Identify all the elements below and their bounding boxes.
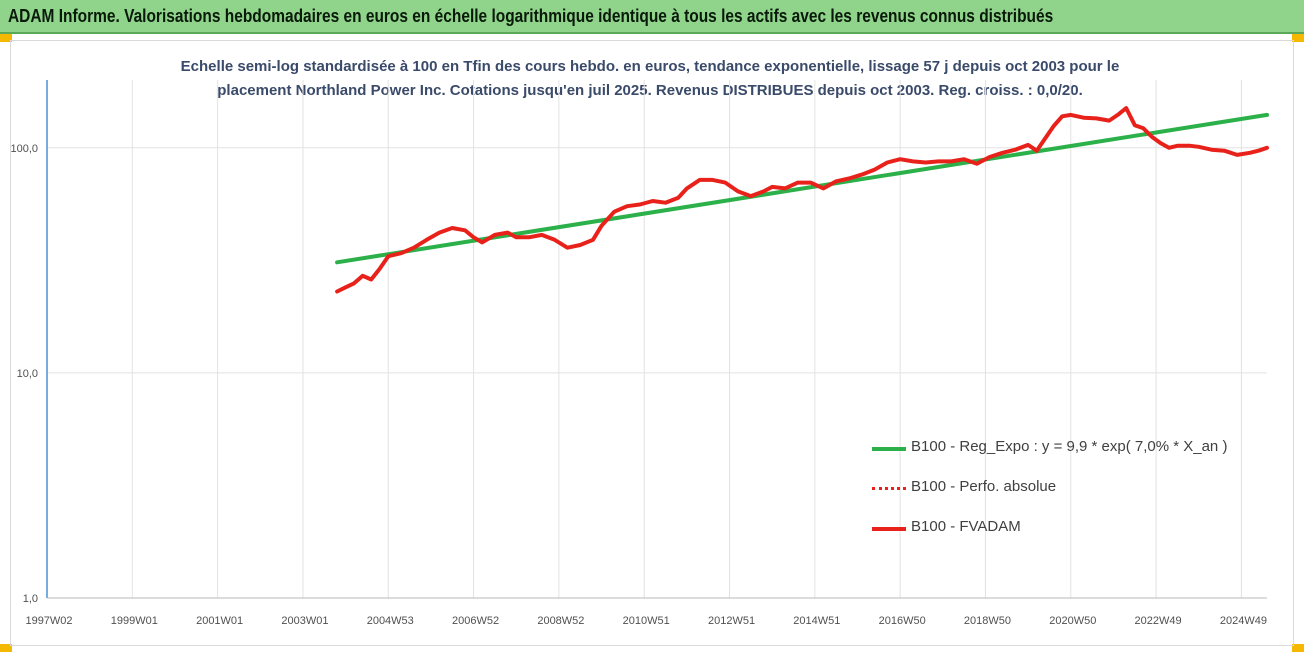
legend-item-regression: B100 - Reg_Expo : y = 9,9 * exp( 7,0% * … — [868, 436, 1248, 476]
legend-swatch-perfo — [872, 487, 906, 490]
header-title: ADAM Informe. Valorisations hebdomadaire… — [8, 6, 1054, 26]
x-tick-label: 2008W52 — [537, 615, 584, 627]
x-tick-label: 2024W49 — [1220, 615, 1267, 627]
series-fvadam-line — [335, 106, 1269, 294]
corner-marker — [1292, 644, 1304, 652]
x-tick-label: 2016W50 — [879, 615, 926, 627]
chart-title-line2: placement Northland Power Inc. Cotations… — [217, 82, 1083, 99]
corner-marker — [0, 34, 12, 42]
x-tick-label: 2010W51 — [623, 615, 670, 627]
chart-legend: B100 - Reg_Expo : y = 9,9 * exp( 7,0% * … — [868, 436, 1248, 556]
corner-marker — [1292, 34, 1304, 42]
chart-title-line1: Echelle semi-log standardisée à 100 en T… — [180, 58, 1120, 75]
header-banner: ADAM Informe. Valorisations hebdomadaire… — [0, 0, 1304, 34]
x-tick-label: 2020W50 — [1049, 615, 1096, 627]
chart-frame — [10, 40, 1294, 646]
legend-label-perfo: B100 - Perfo. absolue — [911, 478, 1057, 495]
x-tick-label: 1997W02 — [25, 615, 72, 627]
legend-swatch-regression — [872, 447, 906, 451]
legend-label-fvadam: B100 - FVADAM — [911, 518, 1021, 535]
x-tick-label: 2012W51 — [708, 615, 755, 627]
legend-swatch-fvadam — [872, 527, 906, 531]
legend-item-perfo: B100 - Perfo. absolue — [868, 476, 1248, 516]
legend-item-fvadam: B100 - FVADAM — [868, 516, 1248, 556]
legend-label-regression: B100 - Reg_Expo : y = 9,9 * exp( 7,0% * … — [911, 438, 1228, 455]
x-tick-label: 2006W52 — [452, 615, 499, 627]
x-tick-label: 2022W49 — [1135, 615, 1182, 627]
x-tick-label: 2004W53 — [367, 615, 414, 627]
corner-marker — [0, 644, 12, 652]
y-tick-label: 100,0 — [10, 143, 38, 155]
y-tick-label: 1,0 — [23, 593, 38, 605]
x-tick-label: 2018W50 — [964, 615, 1011, 627]
y-tick-label: 10,0 — [17, 368, 38, 380]
x-tick-label: 2001W01 — [196, 615, 243, 627]
x-tick-label: 2014W51 — [793, 615, 840, 627]
x-tick-label: 1999W01 — [111, 615, 158, 627]
x-tick-label: 2003W01 — [281, 615, 328, 627]
